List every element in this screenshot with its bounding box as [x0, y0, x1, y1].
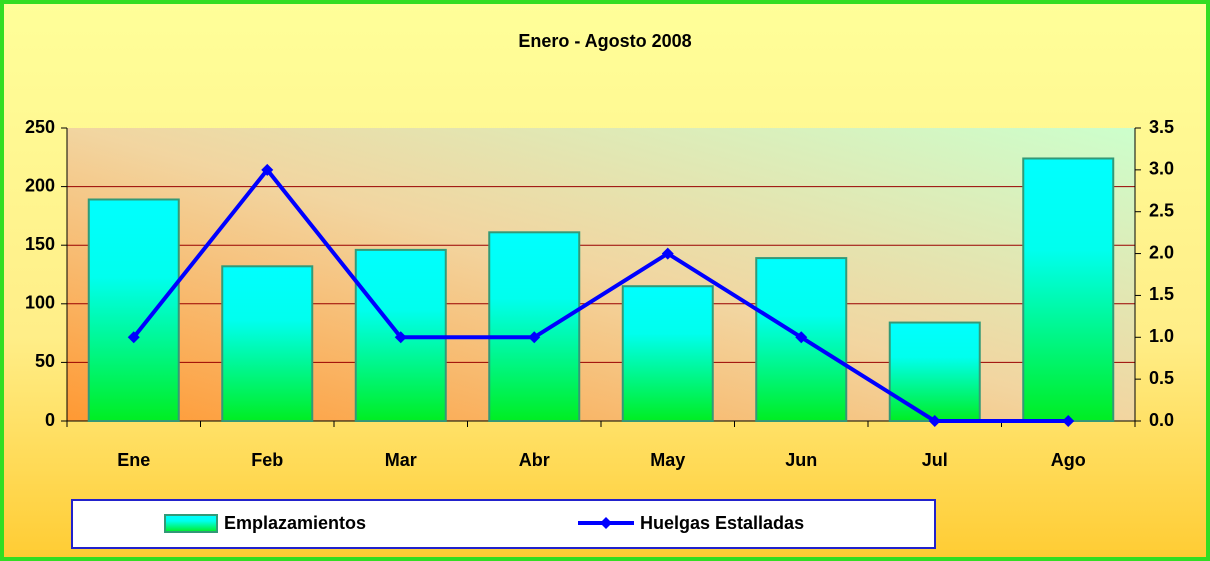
marker: [528, 331, 541, 344]
marker: [928, 415, 941, 427]
y-tick-label: 0: [45, 410, 55, 430]
y2-tick-label: 3.5: [1149, 117, 1174, 137]
marker: [1062, 415, 1075, 427]
legend-label: Emplazamientos: [224, 513, 366, 533]
x-tick-label: Ago: [1051, 450, 1086, 470]
y2-tick-label: 2.5: [1149, 200, 1174, 220]
y2-tick-label: 1.0: [1149, 326, 1174, 346]
x-tick-label: Feb: [251, 450, 283, 470]
bar: [221, 265, 314, 422]
legend-swatch: [164, 514, 218, 533]
y-tick-label: 200: [25, 175, 55, 195]
legend-marker: [600, 517, 612, 529]
chart-title: Enero - Agosto 2008: [518, 31, 691, 51]
x-tick-label: May: [650, 450, 685, 470]
y2-tick-label: 2.0: [1149, 242, 1174, 262]
x-tick-label: Abr: [519, 450, 550, 470]
y2-tick-label: 0.0: [1149, 410, 1174, 430]
marker: [661, 247, 674, 260]
marker: [127, 331, 140, 344]
y-tick-label: 250: [25, 117, 55, 137]
bar: [621, 285, 714, 422]
bar: [488, 231, 581, 422]
marker: [795, 331, 808, 344]
y-tick-label: 150: [25, 234, 55, 254]
y2-tick-label: 3.0: [1149, 159, 1174, 179]
x-tick-label: Jun: [785, 450, 817, 470]
x-tick-label: Ene: [117, 450, 150, 470]
x-tick-label: Mar: [385, 450, 417, 470]
y-tick-label: 50: [35, 351, 55, 371]
bar: [1022, 157, 1115, 423]
x-tick-label: Jul: [922, 450, 948, 470]
bar: [888, 321, 981, 422]
bar: [87, 198, 180, 422]
y-tick-label: 100: [25, 293, 55, 313]
y2-tick-label: 1.5: [1149, 284, 1174, 304]
y2-tick-label: 0.5: [1149, 368, 1174, 388]
legend-label: Huelgas Estalladas: [640, 513, 804, 533]
marker: [261, 163, 274, 176]
marker: [394, 331, 407, 344]
line: [132, 166, 1069, 423]
